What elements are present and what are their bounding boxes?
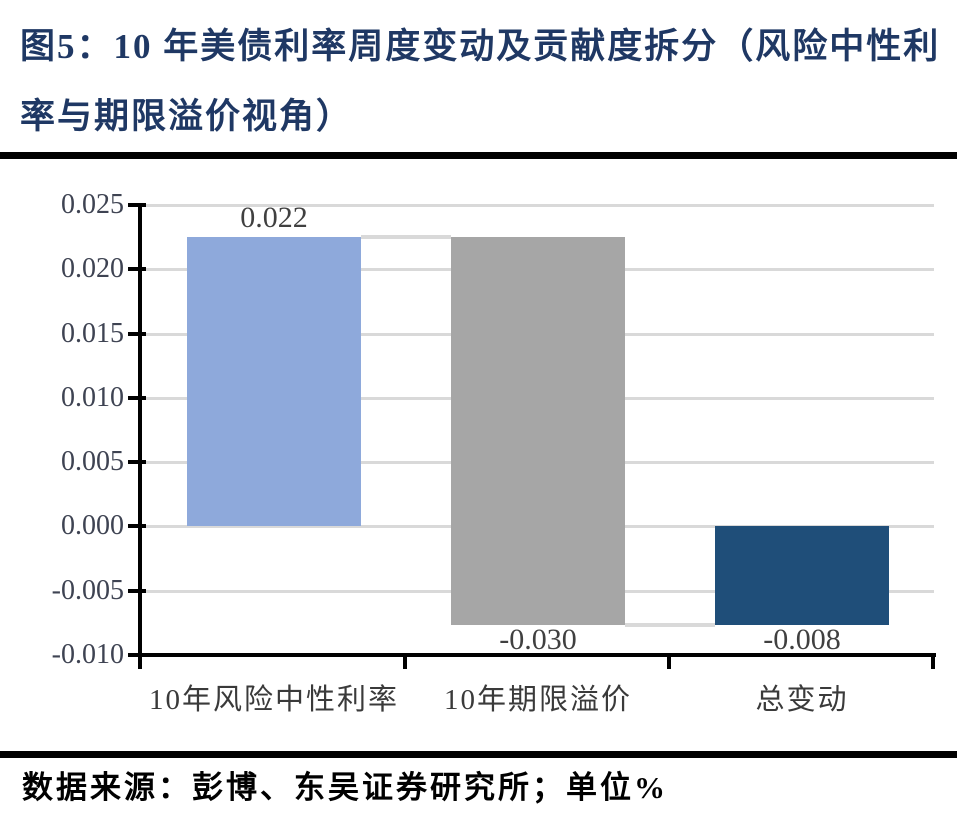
y-tick-label: -0.005	[51, 574, 124, 606]
x-axis-tick	[931, 657, 935, 669]
waterfall-connector	[361, 235, 451, 240]
waterfall-connector	[625, 623, 715, 628]
data-source-note: 数据来源：彭博、东吴证券研究所；单位%	[22, 770, 668, 805]
y-tick-label: 0.000	[61, 510, 124, 542]
bar	[187, 237, 361, 527]
y-axis-tick	[128, 460, 146, 465]
divider-top	[0, 152, 957, 159]
y-tick-label: 0.005	[61, 446, 124, 478]
x-axis-line	[138, 653, 936, 657]
bar-value-label: -0.008	[763, 623, 841, 657]
bar	[451, 237, 625, 626]
y-axis-tick	[128, 588, 146, 593]
bar	[715, 526, 889, 626]
category-label: 10年风险中性利率	[148, 684, 399, 716]
divider-bottom	[0, 751, 957, 758]
x-axis-tick	[667, 657, 671, 669]
x-axis-tick	[403, 657, 407, 669]
y-tick-label: 0.020	[61, 253, 124, 285]
category-label: 10年期限溢价	[443, 684, 632, 716]
y-axis-tick	[128, 395, 146, 400]
y-axis-line	[138, 205, 142, 669]
gridline	[142, 204, 934, 207]
category-label: 总变动	[755, 684, 849, 716]
y-axis-tick	[128, 267, 146, 272]
bar-value-label: 0.022	[240, 201, 308, 235]
y-tick-label: 0.010	[61, 381, 124, 413]
figure-title: 图5：10 年美债利率周度变动及贡献度拆分（风险中性利率与期限溢价视角）	[20, 27, 941, 136]
bar-value-label: -0.030	[499, 623, 577, 657]
y-tick-label: -0.010	[51, 639, 124, 670]
y-tick-label: 0.025	[61, 189, 124, 220]
y-axis-tick	[128, 653, 146, 657]
y-axis-tick	[128, 331, 146, 336]
y-axis-tick	[128, 203, 146, 207]
y-axis-tick	[128, 524, 146, 529]
y-tick-label: 0.015	[61, 317, 124, 349]
